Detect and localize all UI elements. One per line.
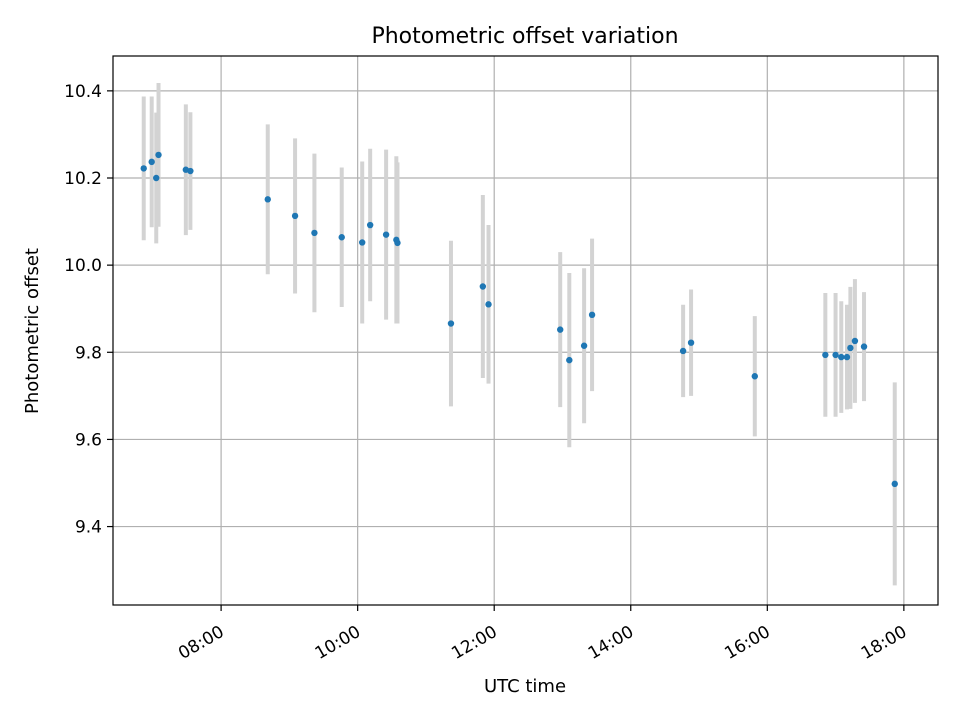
data-point <box>860 343 868 350</box>
data-point <box>851 337 859 345</box>
data-point <box>447 320 455 327</box>
data-point <box>338 234 345 241</box>
data-point <box>394 239 401 247</box>
grid <box>113 56 938 605</box>
plot-frame <box>112 55 939 606</box>
data-point <box>751 373 758 380</box>
y-axis-label: Photometric offset <box>22 248 43 414</box>
data-point <box>891 480 898 488</box>
data-points <box>140 151 898 488</box>
data-point <box>843 353 851 361</box>
y-tick-label: 9.8 <box>75 343 102 363</box>
data-point <box>847 344 854 352</box>
data-point <box>822 351 829 359</box>
data-point <box>832 351 839 359</box>
data-point <box>838 353 845 361</box>
data-point <box>187 167 194 175</box>
data-point <box>679 347 687 355</box>
data-point <box>485 301 492 308</box>
data-point <box>311 229 318 237</box>
data-point <box>359 239 366 246</box>
data-point <box>153 174 160 182</box>
y-tick-label: 9.4 <box>75 518 102 538</box>
y-tick-label: 10.2 <box>64 169 102 189</box>
chart-title: Photometric offset variation <box>371 24 678 49</box>
y-tick-label: 10.4 <box>64 82 102 102</box>
data-point <box>557 326 564 333</box>
data-point <box>566 356 573 364</box>
data-point <box>382 231 390 238</box>
data-point <box>479 283 487 290</box>
y-tick-label: 10.0 <box>64 256 102 276</box>
data-point <box>155 151 162 159</box>
x-axis-label: UTC time <box>484 676 566 697</box>
data-point <box>687 339 695 346</box>
data-point <box>140 165 147 172</box>
data-point <box>264 196 271 203</box>
y-tick-label: 9.6 <box>75 430 102 450</box>
data-point <box>580 342 588 349</box>
data-point <box>588 311 596 319</box>
y-axis: 9.4 9.6 9.8 10.0 10.2 10.4 <box>64 82 113 538</box>
data-point <box>366 221 374 229</box>
data-point <box>291 212 299 220</box>
data-point <box>148 158 155 166</box>
